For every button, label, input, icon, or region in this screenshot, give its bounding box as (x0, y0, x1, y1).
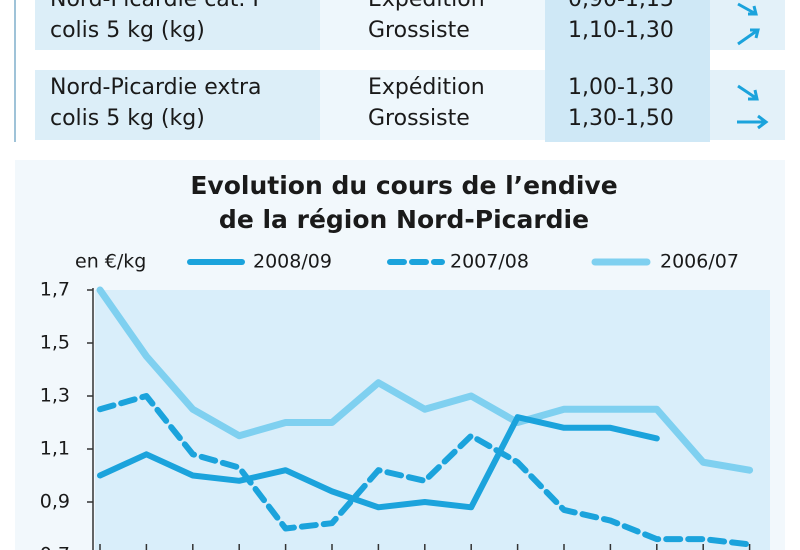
table-cell: 1,00-1,30 (568, 75, 674, 100)
cell-bg (710, 0, 785, 50)
cell-bg (320, 0, 545, 50)
y-tick-label: 1,5 (40, 332, 70, 354)
trend-arrows (737, 2, 769, 130)
y-tick-label: 1,7 (40, 279, 70, 301)
table-cell: Grossiste (368, 106, 470, 131)
price-column (545, 0, 710, 142)
arrow-flat (737, 114, 769, 130)
table-cell: 1,10-1,30 (568, 18, 674, 43)
y-tick-label: 0,7 (40, 544, 70, 550)
table-cell: Expédition (368, 75, 485, 100)
chart-title: de la région Nord-Picardie (219, 205, 589, 234)
cell-bg (35, 70, 320, 140)
line-series (97, 393, 753, 548)
table-cell: Expédition (368, 0, 485, 12)
y-tick-label: 1,3 (40, 385, 70, 407)
arrow-up (737, 28, 760, 46)
legend-label: 2007/08 (450, 251, 529, 273)
arrow-down (737, 2, 758, 16)
legend-label: 2006/07 (660, 251, 739, 273)
line-series (96, 286, 754, 474)
chart-title: Evolution du cours de l’endive (190, 171, 617, 200)
cell-bg (35, 0, 320, 50)
y-tick-label: 0,9 (40, 491, 70, 513)
legend-label: 2008/09 (253, 251, 332, 273)
cell-bg (320, 70, 545, 140)
y-axis-label: en €/kg (75, 251, 146, 273)
table-cell: 0,90-1,15 (568, 0, 674, 12)
table-cell: colis 5 kg (kg) (50, 106, 205, 131)
cell-bg (710, 70, 785, 140)
table-cell: Nord-Picardie extra (50, 75, 262, 100)
line-series (97, 414, 660, 511)
y-tick-label: 1,1 (40, 438, 70, 460)
table-cell: Nord-Picardie cat. I (50, 0, 259, 12)
table-cell: Grossiste (368, 18, 470, 43)
table-cell: 1,30-1,50 (568, 106, 674, 131)
table-cell: colis 5 kg (kg) (50, 18, 205, 43)
arrow-down (737, 84, 759, 101)
